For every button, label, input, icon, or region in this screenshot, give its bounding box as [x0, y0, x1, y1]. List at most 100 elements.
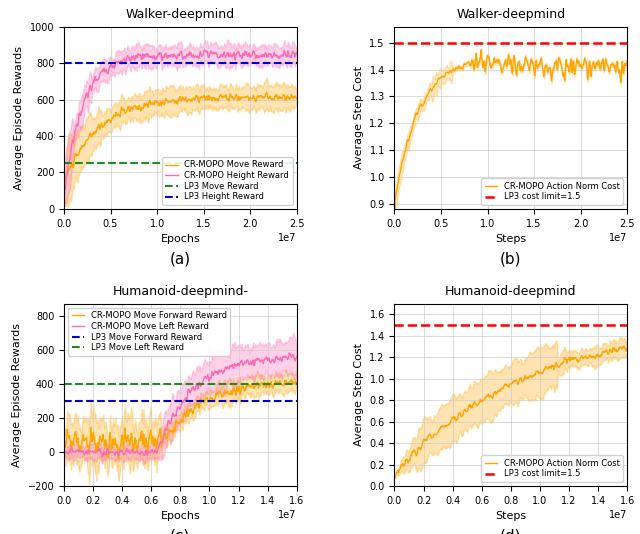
X-axis label: Steps: Steps	[495, 511, 526, 521]
CR-MOPO Move Forward Reward	[252, 383, 259, 390]
CR-MOPO Move Left Reward	[288, 353, 296, 359]
LP3 Move Reward	[60, 160, 68, 167]
Title: Walker-deepmind: Walker-deepmind	[126, 9, 235, 21]
CR-MOPO Action Norm Cost	[390, 320, 398, 327]
CR-MOPO Height Reward	[60, 190, 68, 197]
Text: (b): (b)	[500, 252, 522, 266]
LP3 cost limit=1.5	[390, 322, 398, 328]
CR-MOPO Height Reward	[252, 52, 259, 58]
CR-MOPO Move Left Reward	[285, 350, 293, 356]
CR-MOPO Height Reward	[288, 52, 296, 58]
CR-MOPO Move Reward	[293, 95, 301, 101]
LP3 cost limit=1.5	[618, 40, 625, 46]
LP3 Height Reward	[287, 60, 295, 66]
CR-MOPO Move Forward Reward	[115, 456, 123, 462]
LP3 cost limit=1.5	[623, 40, 631, 46]
LP3 Height Reward	[198, 60, 206, 66]
CR-MOPO Action Norm Cost	[503, 63, 511, 69]
Legend: CR-MOPO Action Norm Cost, LP3 cost limit=1.5: CR-MOPO Action Norm Cost, LP3 cost limit…	[481, 178, 623, 205]
LP3 Height Reward	[251, 60, 259, 66]
Y-axis label: Average Episode Rewards: Average Episode Rewards	[14, 46, 24, 190]
Text: (c): (c)	[170, 529, 191, 534]
LP3 Move Reward	[293, 160, 301, 167]
LP3 Move Forward Reward	[172, 398, 180, 404]
CR-MOPO Action Norm Cost	[502, 57, 509, 64]
LP3 cost limit=1.5	[529, 322, 537, 328]
LP3 Height Reward	[60, 60, 68, 66]
CR-MOPO Move Left Reward	[293, 354, 301, 360]
Text: (a): (a)	[170, 252, 191, 266]
LP3 Move Left Reward	[172, 381, 180, 387]
LP3 cost limit=1.5	[502, 40, 510, 46]
CR-MOPO Action Norm Cost	[582, 58, 589, 65]
CR-MOPO Move Reward	[60, 176, 68, 182]
CR-MOPO Move Forward Reward	[288, 378, 296, 384]
CR-MOPO Move Reward	[173, 100, 180, 107]
Text: (d): (d)	[500, 529, 522, 534]
CR-MOPO Move Reward	[61, 177, 68, 183]
CR-MOPO Height Reward	[172, 54, 180, 60]
Title: Walker-deepmind: Walker-deepmind	[456, 9, 565, 21]
LP3 cost limit=1.5	[390, 40, 398, 46]
Title: Humanoid-deepmind-: Humanoid-deepmind-	[113, 285, 248, 299]
LP3 Move Reward	[251, 160, 259, 167]
CR-MOPO Action Norm Cost	[530, 373, 538, 380]
LP3 Move Left Reward	[186, 381, 194, 387]
LP3 cost limit=1.5	[618, 322, 625, 328]
CR-MOPO Action Norm Cost	[517, 65, 525, 71]
Line: CR-MOPO Action Norm Cost: CR-MOPO Action Norm Cost	[394, 346, 627, 477]
CR-MOPO Move Reward	[199, 94, 207, 100]
LP3 cost limit=1.5	[623, 322, 631, 328]
CR-MOPO Move Forward Reward	[171, 427, 179, 434]
LP3 cost limit=1.5	[501, 322, 509, 328]
CR-MOPO Move Left Reward	[186, 389, 194, 396]
CR-MOPO Action Norm Cost	[503, 382, 511, 389]
LP3 Move Left Reward	[251, 381, 259, 387]
CR-MOPO Move Forward Reward	[287, 376, 295, 383]
CR-MOPO Move Reward	[252, 96, 259, 102]
LP3 Move Left Reward	[60, 381, 68, 387]
LP3 Move Forward Reward	[198, 398, 206, 404]
LP3 cost limit=1.5	[516, 40, 524, 46]
LP3 Move Forward Reward	[251, 398, 259, 404]
LP3 cost limit=1.5	[516, 322, 524, 328]
LP3 Move Left Reward	[171, 381, 179, 387]
Y-axis label: Average Episode Rewards: Average Episode Rewards	[12, 323, 22, 467]
CR-MOPO Action Norm Cost	[502, 382, 509, 388]
LP3 Move Forward Reward	[186, 398, 194, 404]
LP3 Move Reward	[287, 160, 295, 167]
LP3 Move Left Reward	[293, 381, 301, 387]
CR-MOPO Action Norm Cost	[390, 472, 398, 478]
CR-MOPO Move Forward Reward	[60, 441, 68, 447]
CR-MOPO Action Norm Cost	[392, 474, 399, 481]
LP3 Height Reward	[186, 60, 194, 66]
LP3 cost limit=1.5	[581, 322, 589, 328]
Line: CR-MOPO Action Norm Cost: CR-MOPO Action Norm Cost	[394, 50, 627, 324]
LP3 Move Reward	[171, 160, 179, 167]
CR-MOPO Move Reward	[262, 89, 270, 96]
CR-MOPO Height Reward	[198, 52, 206, 59]
X-axis label: Steps: Steps	[495, 234, 526, 244]
CR-MOPO Action Norm Cost	[582, 353, 589, 359]
Legend: CR-MOPO Move Reward, CR-MOPO Height Reward, LP3 Move Reward, LP3 Height Reward: CR-MOPO Move Reward, CR-MOPO Height Rewa…	[162, 157, 292, 205]
CR-MOPO Move Left Reward	[99, 454, 106, 460]
Title: Humanoid-deepmind: Humanoid-deepmind	[445, 285, 577, 299]
Line: CR-MOPO Move Reward: CR-MOPO Move Reward	[64, 92, 297, 180]
CR-MOPO Action Norm Cost	[618, 344, 626, 350]
CR-MOPO Action Norm Cost	[620, 343, 628, 349]
LP3 Move Forward Reward	[293, 398, 301, 404]
LP3 Move Reward	[186, 160, 194, 167]
CR-MOPO Action Norm Cost	[618, 58, 626, 65]
LP3 Move Forward Reward	[171, 398, 179, 404]
LP3 Height Reward	[293, 60, 301, 66]
LP3 cost limit=1.5	[581, 40, 589, 46]
LP3 Move Reward	[172, 160, 180, 167]
CR-MOPO Action Norm Cost	[623, 58, 631, 64]
Line: CR-MOPO Move Forward Reward: CR-MOPO Move Forward Reward	[64, 380, 297, 459]
LP3 Move Forward Reward	[287, 398, 295, 404]
LP3 Height Reward	[172, 60, 180, 66]
CR-MOPO Move Forward Reward	[173, 418, 180, 425]
CR-MOPO Action Norm Cost	[477, 46, 485, 53]
LP3 Move Left Reward	[287, 381, 295, 387]
CR-MOPO Move Reward	[288, 92, 296, 99]
